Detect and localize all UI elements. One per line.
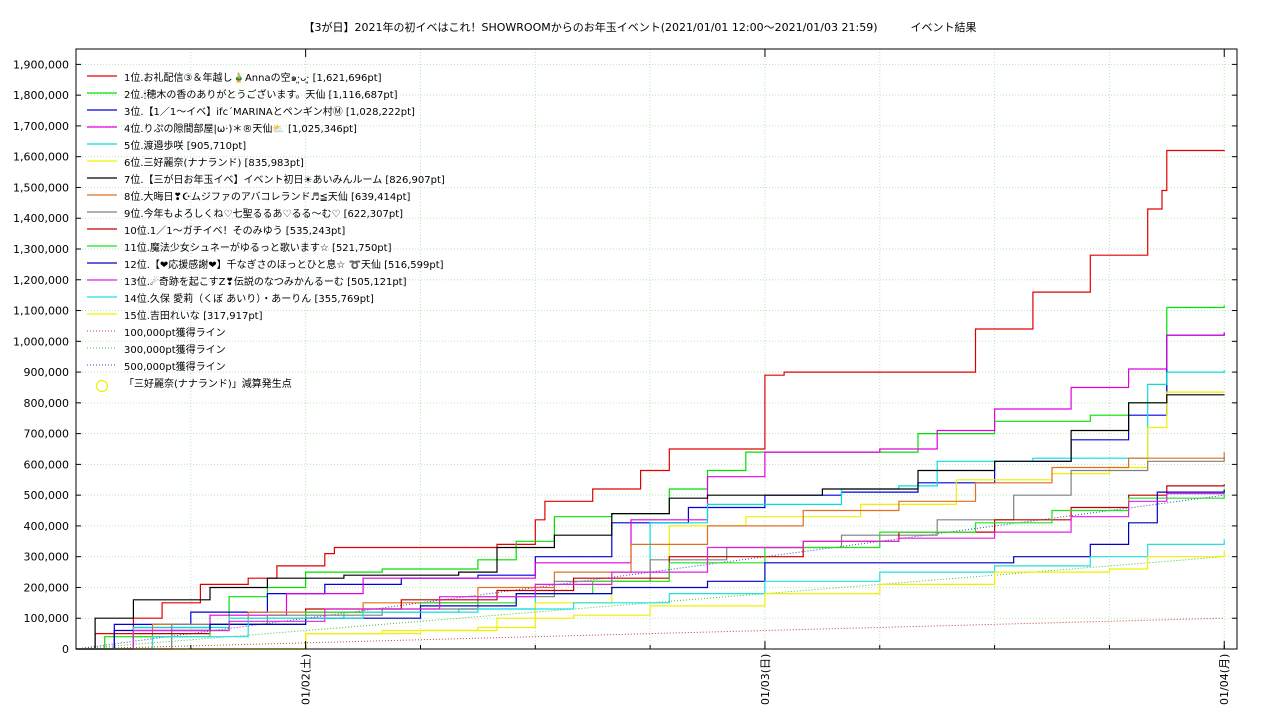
series-line bbox=[76, 493, 1225, 650]
y-tick-label: 1,200,000 bbox=[13, 274, 69, 287]
legend-label: 5位.渡邉歩咲 [905,710pt] bbox=[124, 141, 247, 152]
x-tick-label: 01/02(土) bbox=[300, 654, 313, 705]
y-tick-label: 1,500,000 bbox=[13, 181, 69, 194]
y-tick-label: 1,100,000 bbox=[13, 305, 69, 318]
legend-label: 3位.【1／1〜イベ】ifc´MARINAとペンギン村Ⓜ [1,028,222p… bbox=[124, 107, 415, 118]
legend-swatch bbox=[87, 245, 117, 247]
legend-swatch bbox=[87, 177, 117, 179]
y-tick-label: 1,800,000 bbox=[13, 89, 69, 102]
x-tick-label: 01/03(日) bbox=[759, 654, 772, 705]
legend-swatch bbox=[87, 279, 117, 281]
legend-label: 6位.三好麗奈(ナナランド) [835,983pt] bbox=[124, 158, 304, 169]
legend-swatch bbox=[87, 109, 117, 111]
y-tick-label: 700,000 bbox=[24, 428, 70, 441]
legend-swatch bbox=[87, 211, 117, 213]
legend-swatch bbox=[87, 262, 117, 264]
legend-swatch bbox=[87, 364, 117, 366]
y-tick-label: 600,000 bbox=[24, 458, 70, 471]
legend-swatch bbox=[87, 228, 117, 230]
legend-swatch bbox=[87, 126, 117, 128]
legend-label: 4位.りぷの隙間部屋|ω·)＊®天仙⛅ [1,025,346pt] bbox=[124, 124, 357, 135]
y-tick-label: 1,400,000 bbox=[13, 212, 69, 225]
plot-frame bbox=[75, 48, 1238, 650]
axes: 0 100,000 200,000 300,000 400,000 500,000 600,… bbox=[13, 48, 1238, 705]
y-tick-label: 200,000 bbox=[24, 581, 70, 594]
series-line bbox=[76, 394, 1225, 650]
legend-label: 13位.☄奇跡を起こすZ❣伝説のなつみかんるーむ [505,121pt] bbox=[124, 277, 407, 288]
y-tick-label: 900,000 bbox=[24, 366, 70, 379]
y-tick-label: 500,000 bbox=[24, 489, 70, 502]
x-tick-label: 01/04(月) bbox=[1218, 654, 1231, 705]
legend-swatch bbox=[87, 194, 117, 196]
y-tick-label: 800,000 bbox=[24, 397, 70, 410]
legend-swatch bbox=[87, 92, 117, 94]
legend-swatch bbox=[87, 330, 117, 332]
legend-swatch bbox=[87, 143, 117, 145]
legend-label: 14位.久保 愛莉（くぼ あいり）・あーりん [355,769pt] bbox=[124, 294, 374, 305]
grid bbox=[75, 49, 1237, 649]
legend-swatch bbox=[87, 296, 117, 298]
series-line bbox=[76, 149, 1225, 650]
legend-label: 10位.1／1〜ガチイベ！そのみゆう [535,243pt] bbox=[124, 226, 346, 237]
series-line bbox=[76, 539, 1225, 650]
legend-label: 2位.🕯穂木の香のありがとうございます。天仙 [1,116,687pt] bbox=[124, 90, 398, 101]
legend-label: 15位.吉田れいな [317,917pt] bbox=[124, 311, 263, 322]
y-tick-label: 1,300,000 bbox=[13, 243, 69, 256]
series-lines bbox=[76, 149, 1225, 650]
reference-line bbox=[75, 617, 1225, 650]
legend-swatch bbox=[87, 75, 117, 77]
y-tick-label: 1,000,000 bbox=[13, 335, 69, 348]
legend-label: 7位.【三が日お年玉イベ】イベント初日☀あいみんルーム [826,907pt] bbox=[124, 175, 445, 186]
legend-label: 500,000pt獲得ライン bbox=[124, 362, 226, 373]
legend-label: 100,000pt獲得ライン bbox=[124, 328, 226, 339]
series-line bbox=[76, 490, 1225, 650]
legend-label: 「三好麗奈(ナナランド)」減算発生点 bbox=[124, 379, 292, 390]
legend-swatch bbox=[95, 379, 109, 393]
series-line bbox=[76, 457, 1225, 650]
y-tick-label: 100,000 bbox=[24, 612, 70, 625]
legend-label: 12位.【❤応援感謝❤】千なぎさのほっとひと息☆ ➰天仙 [516,599pt] bbox=[124, 260, 444, 271]
chart-title: 【3が日】2021年の初イベはこれ！SHOWROOMからのお年玉イベント(202… bbox=[303, 21, 977, 34]
legend-label: 300,000pt獲得ライン bbox=[124, 345, 226, 356]
y-tick-label: 400,000 bbox=[24, 520, 70, 533]
y-tick-label: 300,000 bbox=[24, 551, 70, 564]
legend-swatch bbox=[87, 160, 117, 162]
legend-swatch bbox=[87, 347, 117, 349]
y-tick-label: 1,600,000 bbox=[13, 151, 69, 164]
legend-label: 1位.お礼配信③＆年越し🎍Annaの空๑·͈ᴗ·͈ [1,621,696pt] bbox=[124, 73, 382, 84]
legend-label: 8位.大晦日❣☪ムジファのアバコレランド♬≦天仙 [639,414pt] bbox=[124, 192, 411, 203]
legend-swatch bbox=[87, 313, 117, 315]
y-tick-label: 1,700,000 bbox=[13, 120, 69, 133]
series-line bbox=[76, 452, 1225, 650]
y-tick-label: 0 bbox=[62, 643, 69, 656]
y-tick-label: 1,900,000 bbox=[13, 58, 69, 71]
legend-label: 11位.魔法少女シュネーがゆるっと歌います☆ [521,750pt] bbox=[124, 243, 392, 254]
legend-label: 9位.今年もよろしくね♡七聖るるあ♡るる〜む♡ [622,307pt] bbox=[124, 209, 404, 220]
series-line bbox=[76, 551, 1225, 650]
